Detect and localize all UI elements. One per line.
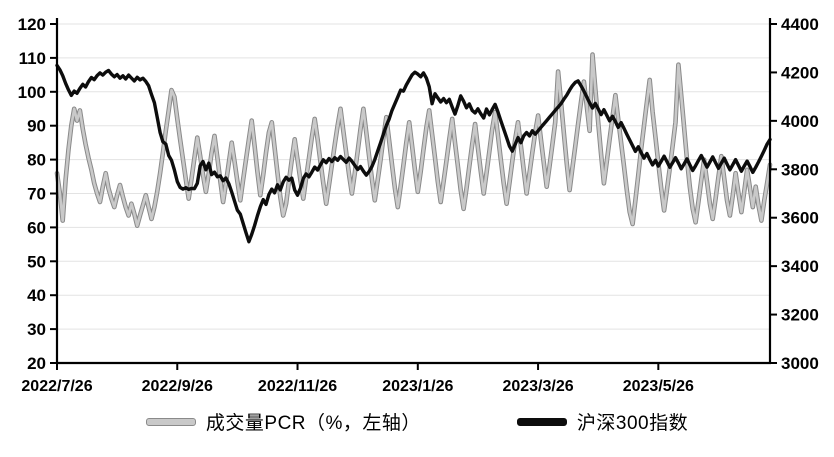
left-axis-tick-label: 50 [27,252,46,271]
left-axis-tick-label: 80 [27,151,46,170]
left-axis-tick-label: 100 [18,83,46,102]
chart-legend: 成交量PCR（%，左轴） 沪深300指数 [0,408,834,435]
right-axis-tick-label: 3800 [781,160,819,179]
csi300-line-series [55,63,772,244]
left-axis-tick-label: 40 [27,286,46,305]
pcr-line-series [55,53,772,227]
x-axis-tick-label: 2022/9/26 [142,378,213,395]
right-axis-tick-label: 4400 [781,15,819,34]
left-axis-tick-label: 110 [19,49,46,68]
right-axis-tick-label: 3000 [781,354,819,373]
left-axis-tick-label: 70 [27,185,46,204]
left-axis-tick-label: 120 [18,15,46,34]
legend-label-pcr: 成交量PCR（%，左轴） [205,413,421,434]
left-axis-tick-label: 30 [27,320,46,339]
x-axis-tick-label: 2022/11/26 [258,378,337,395]
legend-item-pcr: 成交量PCR（%，左轴） [145,408,421,435]
x-axis-tick-label: 2022/7/26 [21,378,92,395]
pcr-csi300-dual-axis-chart: 120 110 100 90 80 70 60 50 40 30 20 4400 4200 4000 380… [18,15,819,395]
right-axis-tick-label: 3400 [781,257,819,276]
right-axis-tick-label: 3600 [781,209,819,228]
right-axis-tick-label: 4000 [781,112,819,131]
pcr-line-swatch [145,417,196,426]
x-axis-tick-label: 2023/5/26 [623,378,694,395]
right-axis-tick-label: 4200 [781,63,819,82]
left-axis-tick-label: 60 [27,218,46,237]
left-axis-tick-label: 90 [27,117,46,136]
csi300-line-swatch [516,417,567,426]
legend-item-csi300: 沪深300指数 [516,408,689,435]
left-axis-tick-label: 20 [27,354,46,373]
x-axis-tick-label: 2023/1/26 [382,378,453,395]
legend-label-csi300: 沪深300指数 [576,413,689,434]
x-axis-tick-label: 2023/3/26 [502,378,573,395]
right-axis-tick-label: 3200 [781,306,819,325]
